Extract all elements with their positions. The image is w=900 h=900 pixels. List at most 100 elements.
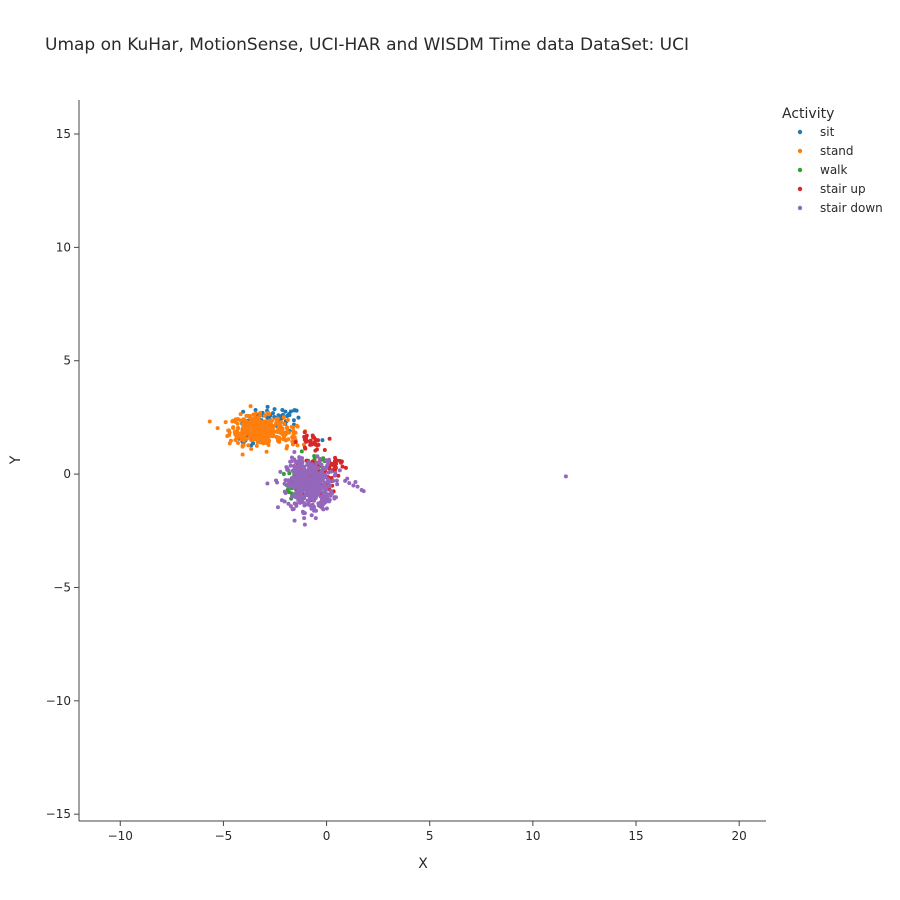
legend-marker <box>797 186 803 192</box>
data-point <box>321 456 326 461</box>
data-point <box>269 426 274 431</box>
data-point <box>335 482 340 487</box>
data-point <box>321 465 326 470</box>
data-point <box>292 408 297 413</box>
data-point <box>313 467 318 472</box>
data-point <box>315 489 320 494</box>
data-point <box>327 457 332 462</box>
x-axis-title: X <box>418 856 428 872</box>
data-point <box>248 404 253 409</box>
data-point <box>318 478 323 483</box>
data-point <box>241 424 246 429</box>
data-point <box>332 496 337 501</box>
data-point <box>293 459 298 464</box>
data-point <box>281 415 286 420</box>
data-point <box>278 425 283 430</box>
x-tick-label: 15 <box>628 829 643 843</box>
data-point <box>294 476 299 481</box>
data-point <box>294 479 299 484</box>
legend-label: sit <box>820 125 835 139</box>
data-point <box>324 506 329 511</box>
data-point <box>311 492 316 497</box>
x-tick-label: 0 <box>323 829 331 843</box>
x-tick-label: 5 <box>426 829 434 843</box>
data-point <box>315 438 320 443</box>
data-point <box>304 439 309 444</box>
data-point <box>292 518 297 523</box>
data-point <box>253 408 258 413</box>
data-point <box>263 419 268 424</box>
x-tick-label: 10 <box>525 829 540 843</box>
data-point <box>302 445 307 450</box>
data-point <box>291 418 296 423</box>
data-point <box>323 488 328 493</box>
data-point <box>296 497 301 502</box>
data-point <box>316 503 321 508</box>
data-point <box>297 459 302 464</box>
data-point <box>285 487 290 492</box>
data-point <box>336 473 341 478</box>
data-point <box>252 416 257 421</box>
data-point <box>266 442 271 447</box>
data-point <box>246 443 251 448</box>
data-point <box>270 431 275 436</box>
y-tick-label: 0 <box>63 467 71 481</box>
data-point <box>234 436 239 441</box>
data-point <box>310 484 315 489</box>
data-point <box>302 430 307 435</box>
data-point <box>329 475 334 480</box>
data-point <box>242 427 247 432</box>
data-point <box>245 431 250 436</box>
data-point <box>314 508 319 513</box>
data-point <box>328 493 333 498</box>
data-point <box>306 466 311 471</box>
y-tick-label: 10 <box>56 240 71 254</box>
legend-label: walk <box>820 163 848 177</box>
y-axis-title: Y <box>8 455 24 465</box>
data-point <box>226 428 231 433</box>
plot-area <box>207 404 568 527</box>
data-point <box>304 483 309 488</box>
chart-title: Umap on KuHar, MotionSense, UCI-HAR and … <box>45 35 689 55</box>
data-point <box>291 432 296 437</box>
data-point <box>207 419 212 424</box>
data-point <box>251 412 256 417</box>
data-point <box>324 491 329 496</box>
data-point <box>215 426 220 431</box>
data-point <box>310 473 315 478</box>
legend-label: stand <box>820 144 854 158</box>
data-point <box>282 481 287 486</box>
data-point <box>302 469 307 474</box>
data-point <box>299 497 304 502</box>
data-point <box>282 431 287 436</box>
legend-item: stair up <box>797 182 866 196</box>
data-point <box>265 439 270 444</box>
data-point <box>302 522 307 527</box>
data-point <box>261 439 266 444</box>
y-tick-label: −5 <box>53 580 71 594</box>
data-point <box>253 433 258 438</box>
data-point <box>297 471 302 476</box>
data-point <box>320 506 325 511</box>
data-point <box>311 477 316 482</box>
data-point <box>297 468 302 473</box>
data-point <box>307 497 312 502</box>
data-point <box>329 469 334 474</box>
data-point <box>312 498 317 503</box>
data-point <box>287 413 292 418</box>
data-point <box>285 467 290 472</box>
data-point <box>249 446 254 451</box>
data-point <box>285 418 290 423</box>
data-point <box>296 415 301 420</box>
data-point <box>235 421 240 426</box>
data-point <box>313 470 318 475</box>
data-point <box>267 411 272 416</box>
data-point <box>227 441 232 446</box>
data-point <box>361 489 366 494</box>
data-point <box>339 460 344 465</box>
data-point <box>340 464 345 469</box>
data-point <box>345 476 350 481</box>
data-point <box>284 425 289 430</box>
data-point <box>268 421 273 426</box>
data-point <box>249 443 254 448</box>
